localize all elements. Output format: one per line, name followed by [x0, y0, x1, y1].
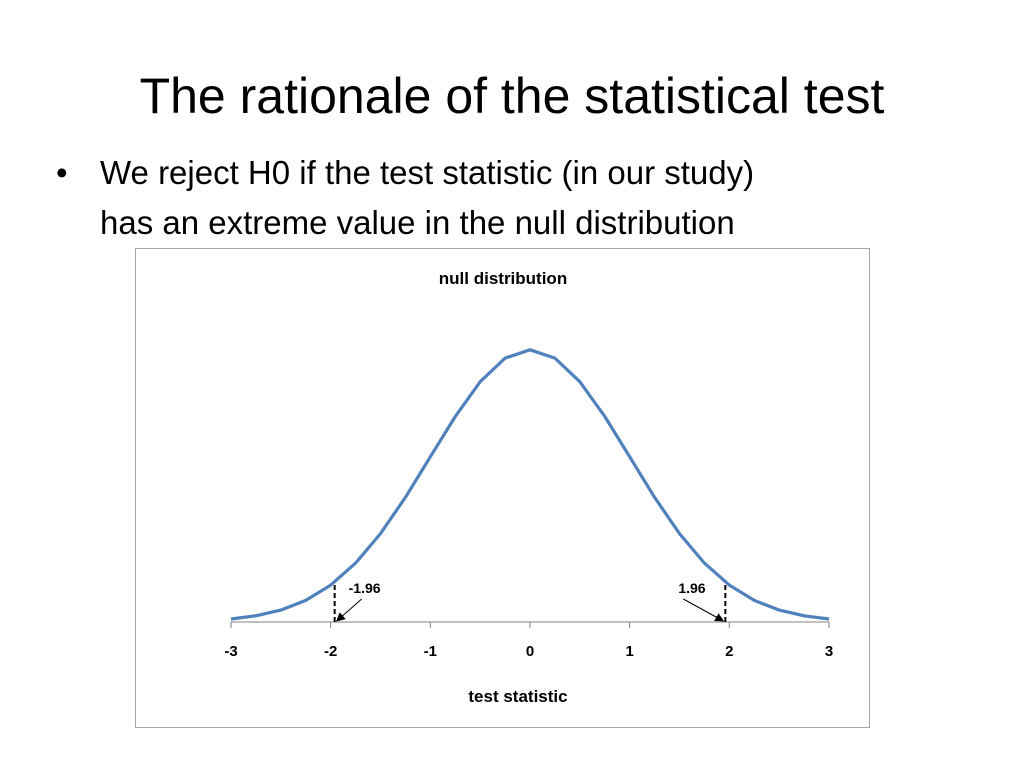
x-tick-label: -3	[224, 643, 237, 660]
critical-value-arrow	[335, 598, 362, 622]
x-tick-label: -1	[424, 643, 437, 660]
critical-value-label: -1.96	[349, 580, 381, 596]
critical-value-label: 1.96	[678, 580, 705, 596]
bullet-line-1: We reject H0 if the test statistic (in o…	[100, 154, 755, 191]
x-tick-label: 2	[725, 643, 733, 660]
density-curve-line	[230, 348, 830, 621]
x-tick-label: 3	[825, 643, 833, 660]
bullet-marker: •	[56, 154, 68, 191]
chart-title: null distribution	[439, 269, 567, 288]
critical-value-arrow	[683, 598, 725, 622]
chart-frame: null distribution -3 -2 -1 0 1 2 3 -1.96 1.96 te…	[135, 248, 870, 728]
null-distribution-chart: null distribution -3 -2 -1 0 1 2 3 -1.96 1.96 te…	[224, 269, 833, 706]
x-axis-title: test statistic	[468, 687, 567, 706]
x-tick-label: -2	[324, 643, 337, 660]
bullet-line-2: has an extreme value in the null distrib…	[100, 204, 735, 241]
slide-title: The rationale of the statistical test	[139, 68, 885, 124]
x-tick-label: 0	[526, 643, 534, 660]
bullet-text: We reject H0 if the test statistic (in o…	[100, 148, 980, 248]
x-tick-label: 1	[625, 643, 633, 660]
